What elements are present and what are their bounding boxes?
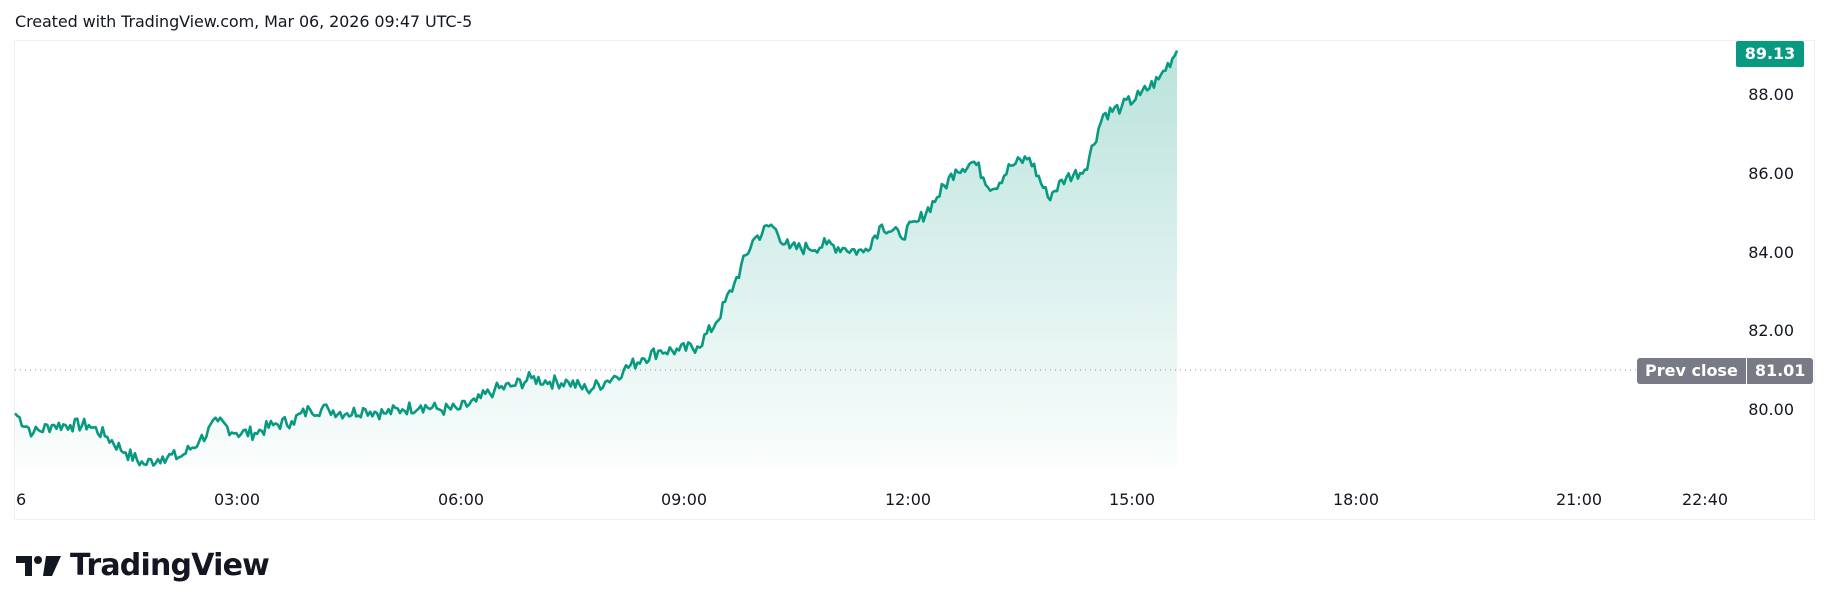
x-tick-label: 22:40 [1681,490,1729,509]
x-tick-label: 12:00 [884,490,932,509]
x-tick-label: 03:00 [213,490,261,509]
chart-caption: Created with TradingView.com, Mar 06, 20… [15,12,473,31]
last-price-badge: 89.13 [1736,41,1804,67]
y-tick-label: 82.00 [1748,321,1794,340]
x-tick-label: 21:00 [1555,490,1603,509]
x-tick-label: 6 [16,490,27,509]
prev-close-value: 81.01 [1746,358,1814,384]
badge-divider [1745,358,1747,384]
x-tick-label: 15:00 [1108,490,1156,509]
y-tick-label: 86.00 [1748,164,1794,183]
x-tick-label: 06:00 [437,490,485,509]
prev-close-badge: Prev close 81.01 [1637,358,1814,384]
brand-name: TradingView [70,548,270,583]
prev-close-label: Prev close [1637,358,1746,384]
price-area-fill [15,50,1177,466]
chart-frame[interactable] [14,40,1815,520]
tradingview-logo-icon [16,555,61,576]
x-tick-label: 09:00 [660,490,708,509]
price-line [14,50,1179,467]
y-tick-label: 84.00 [1748,243,1794,262]
y-tick-label: 80.00 [1748,400,1794,419]
x-tick-label: 18:00 [1332,490,1380,509]
y-tick-label: 88.00 [1748,85,1794,104]
tradingview-logo[interactable]: TradingView [16,548,270,583]
